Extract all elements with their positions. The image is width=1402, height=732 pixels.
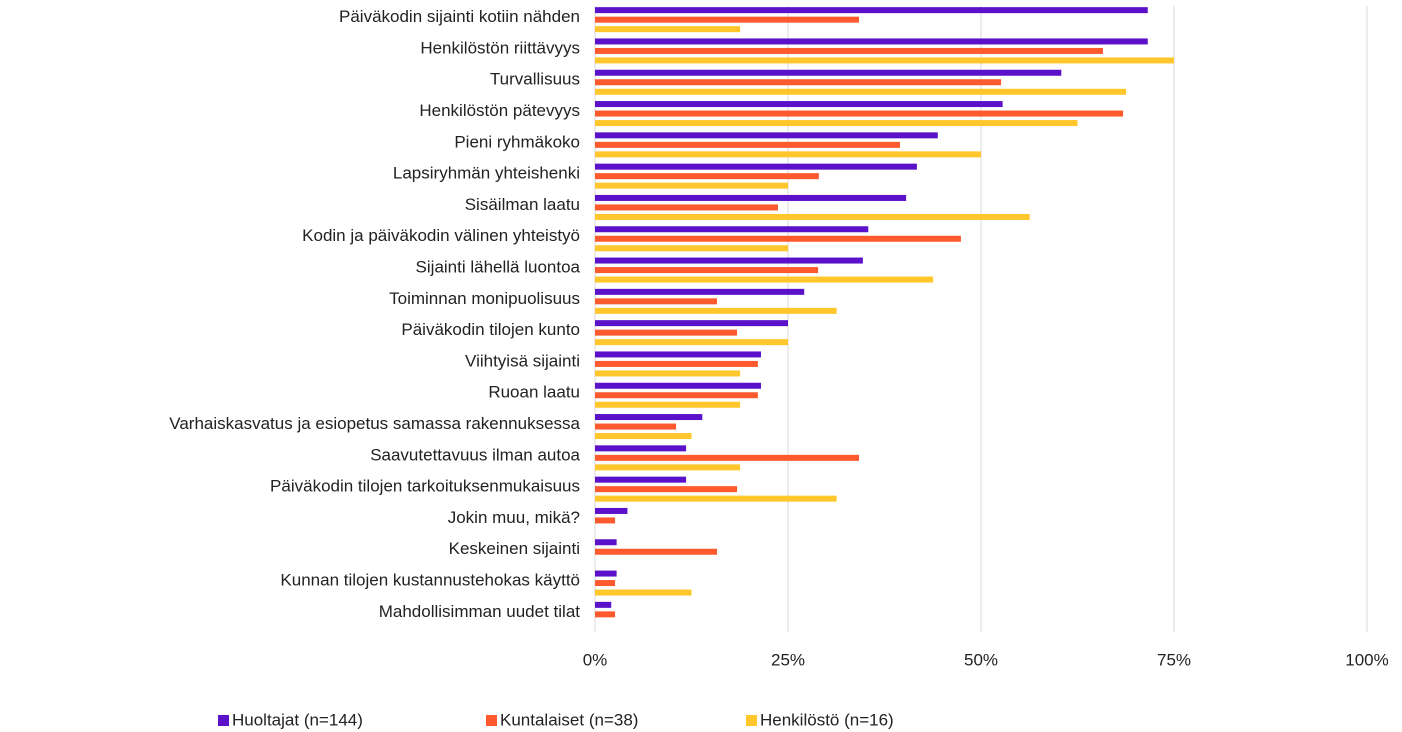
bar bbox=[595, 307, 837, 314]
bar bbox=[595, 257, 863, 264]
legend-label: Huoltajat (n=144) bbox=[232, 710, 363, 729]
bar bbox=[595, 611, 616, 618]
bar bbox=[595, 288, 805, 295]
y-tick-label: Päiväkodin tilojen tarkoituksenmukaisuus bbox=[270, 477, 580, 496]
bar bbox=[595, 79, 1002, 86]
y-tick-label: Varhaiskasvatus ja esiopetus samassa rak… bbox=[169, 414, 580, 433]
x-tick-label: 50% bbox=[964, 650, 998, 669]
bar bbox=[595, 539, 617, 546]
legend-swatch bbox=[746, 715, 757, 726]
y-tick-label: Kodin ja päiväkodin välinen yhteistyö bbox=[302, 226, 580, 245]
bar bbox=[595, 570, 617, 577]
y-tick-label: Pieni ryhmäkoko bbox=[454, 132, 580, 151]
legend-label: Kuntalaiset (n=38) bbox=[500, 710, 638, 729]
y-tick-label: Lapsiryhmän yhteishenki bbox=[393, 164, 580, 183]
legend-label: Henkilöstö (n=16) bbox=[760, 710, 894, 729]
bar bbox=[595, 194, 907, 201]
bar bbox=[595, 454, 860, 461]
x-tick-label: 0% bbox=[583, 650, 608, 669]
bar bbox=[595, 298, 717, 305]
bar bbox=[595, 548, 717, 555]
bar bbox=[595, 401, 741, 408]
bar bbox=[595, 38, 1148, 45]
bar bbox=[595, 495, 837, 502]
bar bbox=[595, 339, 788, 346]
x-tick-label: 100% bbox=[1345, 650, 1388, 669]
bar bbox=[595, 464, 741, 471]
bar bbox=[595, 267, 819, 274]
bar bbox=[595, 141, 900, 148]
bar bbox=[595, 213, 1030, 220]
bar bbox=[595, 7, 1148, 14]
bar bbox=[595, 414, 703, 421]
bar bbox=[595, 580, 616, 587]
bar bbox=[595, 163, 917, 170]
bar bbox=[595, 245, 788, 252]
bar bbox=[595, 351, 761, 358]
bar bbox=[595, 110, 1124, 117]
bar bbox=[595, 226, 869, 233]
bar bbox=[595, 445, 687, 452]
bar bbox=[595, 47, 1103, 54]
bar bbox=[595, 320, 788, 327]
bar bbox=[595, 120, 1078, 127]
y-tick-label: Mahdollisimman uudet tilat bbox=[379, 602, 581, 621]
y-tick-label: Päiväkodin sijainti kotiin nähden bbox=[339, 7, 580, 26]
bar bbox=[595, 507, 628, 514]
y-tick-label: Viihtyisä sijainti bbox=[465, 351, 580, 370]
bar bbox=[595, 182, 788, 189]
bar bbox=[595, 360, 758, 367]
bar bbox=[595, 392, 758, 399]
y-tick-label: Toiminnan monipuolisuus bbox=[389, 289, 580, 308]
y-tick-label: Jokin muu, mikä? bbox=[448, 508, 580, 527]
bar bbox=[595, 517, 616, 524]
bar bbox=[595, 151, 981, 158]
bar bbox=[595, 329, 738, 336]
bar bbox=[595, 173, 819, 180]
bar bbox=[595, 276, 934, 283]
bar bbox=[595, 26, 741, 33]
bar bbox=[595, 132, 938, 139]
y-tick-label: Henkilöstön riittävyys bbox=[420, 38, 580, 57]
bar bbox=[595, 69, 1062, 76]
bar bbox=[595, 433, 692, 440]
bar bbox=[595, 589, 692, 596]
bar bbox=[595, 204, 778, 211]
bar bbox=[595, 601, 612, 608]
y-tick-label: Kunnan tilojen kustannustehokas käyttö bbox=[280, 571, 580, 590]
bar bbox=[595, 476, 687, 483]
bar bbox=[595, 16, 860, 23]
y-tick-label: Ruoan laatu bbox=[488, 383, 580, 402]
y-tick-label: Sijainti lähellä luontoa bbox=[416, 258, 581, 277]
legend-swatch bbox=[218, 715, 229, 726]
legend-swatch bbox=[486, 715, 497, 726]
bar bbox=[595, 370, 741, 377]
bar bbox=[595, 382, 761, 389]
y-tick-label: Päiväkodin tilojen kunto bbox=[401, 320, 580, 339]
y-tick-label: Sisäilman laatu bbox=[465, 195, 580, 214]
x-tick-label: 75% bbox=[1157, 650, 1191, 669]
bar bbox=[595, 101, 1003, 108]
bar bbox=[595, 235, 961, 242]
y-tick-label: Henkilöstön pätevyys bbox=[419, 101, 580, 120]
bar bbox=[595, 486, 738, 493]
bar bbox=[595, 88, 1127, 95]
bar bbox=[595, 423, 677, 430]
y-tick-label: Turvallisuus bbox=[490, 70, 580, 89]
y-tick-label: Keskeinen sijainti bbox=[449, 539, 580, 558]
x-tick-label: 25% bbox=[771, 650, 805, 669]
bar bbox=[595, 57, 1174, 64]
y-tick-label: Saavutettavuus ilman autoa bbox=[370, 445, 580, 464]
